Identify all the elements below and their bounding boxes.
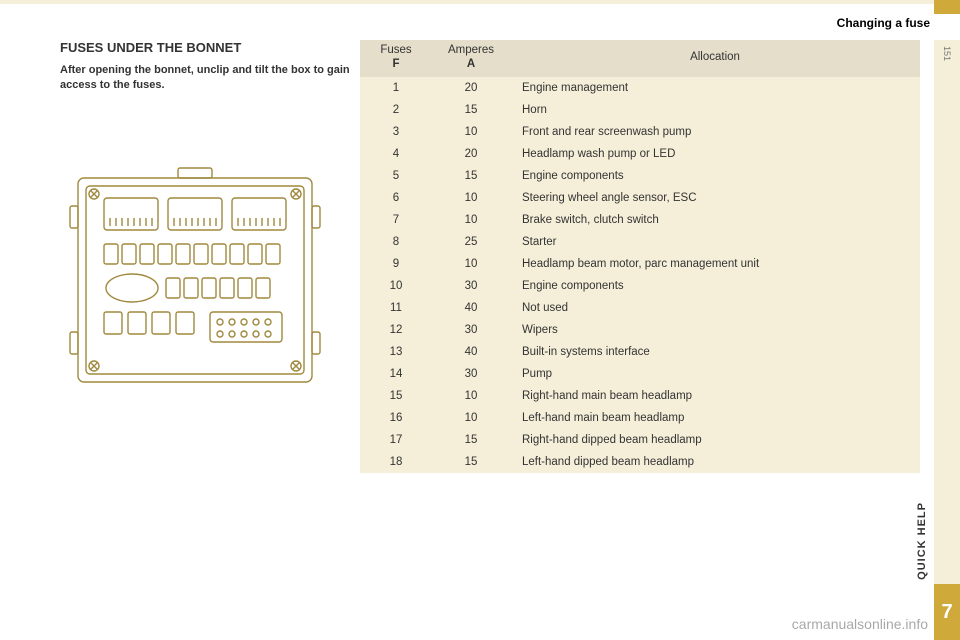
cell-amperes: 15 xyxy=(432,434,510,446)
cell-fuse: 9 xyxy=(360,258,432,270)
cell-fuse: 17 xyxy=(360,434,432,446)
cell-amperes: 15 xyxy=(432,170,510,182)
cell-amperes: 15 xyxy=(432,456,510,468)
table-body: 120Engine management215Horn310Front and … xyxy=(360,77,920,473)
fuse-table: Fuses F Amperes A Allocation 120Engine m… xyxy=(360,40,920,473)
cell-allocation: Horn xyxy=(510,104,920,116)
table-row: 1715Right-hand dipped beam headlamp xyxy=(360,429,920,451)
table-row: 310Front and rear screenwash pump xyxy=(360,121,920,143)
cell-allocation: Right-hand dipped beam headlamp xyxy=(510,434,920,446)
quick-help-label: QUICK HELP xyxy=(916,502,928,580)
header-fuses-sub: F xyxy=(392,58,399,72)
cell-allocation: Headlamp beam motor, parc management uni… xyxy=(510,258,920,270)
table-row: 910Headlamp beam motor, parc management … xyxy=(360,253,920,275)
cell-amperes: 40 xyxy=(432,346,510,358)
table-row: 120Engine management xyxy=(360,77,920,99)
cell-fuse: 16 xyxy=(360,412,432,424)
cell-fuse: 11 xyxy=(360,302,432,314)
cell-fuse: 8 xyxy=(360,236,432,248)
watermark: carmanualsonline.info xyxy=(792,616,928,632)
cell-fuse: 4 xyxy=(360,148,432,160)
cell-allocation: Built-in systems interface xyxy=(510,346,920,358)
header-amps-top: Amperes xyxy=(448,44,494,58)
cell-allocation: Pump xyxy=(510,368,920,380)
section-instruction: After opening the bonnet, unclip and til… xyxy=(60,63,350,94)
table-row: 710Brake switch, clutch switch xyxy=(360,209,920,231)
cell-fuse: 6 xyxy=(360,192,432,204)
cell-fuse: 15 xyxy=(360,390,432,402)
header-fuses: Fuses F xyxy=(360,40,432,76)
header-amperes: Amperes A xyxy=(432,40,510,76)
cell-amperes: 30 xyxy=(432,324,510,336)
table-row: 1610Left-hand main beam headlamp xyxy=(360,407,920,429)
cell-allocation: Engine components xyxy=(510,280,920,292)
table-row: 215Horn xyxy=(360,99,920,121)
table-row: 1030Engine components xyxy=(360,275,920,297)
cell-fuse: 7 xyxy=(360,214,432,226)
cell-allocation: Left-hand dipped beam headlamp xyxy=(510,456,920,468)
table-header: Fuses F Amperes A Allocation xyxy=(360,40,920,77)
cell-fuse: 5 xyxy=(360,170,432,182)
cell-amperes: 40 xyxy=(432,302,510,314)
cell-allocation: Engine components xyxy=(510,170,920,182)
cell-amperes: 20 xyxy=(432,148,510,160)
cell-fuse: 10 xyxy=(360,280,432,292)
table-row: 610Steering wheel angle sensor, ESC xyxy=(360,187,920,209)
cell-allocation: Starter xyxy=(510,236,920,248)
cell-allocation: Brake switch, clutch switch xyxy=(510,214,920,226)
cell-amperes: 30 xyxy=(432,280,510,292)
cell-allocation: Left-hand main beam headlamp xyxy=(510,412,920,424)
header-amps-sub: A xyxy=(467,58,475,72)
cell-fuse: 12 xyxy=(360,324,432,336)
cell-allocation: Headlamp wash pump or LED xyxy=(510,148,920,160)
table-row: 515Engine components xyxy=(360,165,920,187)
corner-tab xyxy=(934,0,960,14)
table-row: 1815Left-hand dipped beam headlamp xyxy=(360,451,920,473)
cell-allocation: Steering wheel angle sensor, ESC xyxy=(510,192,920,204)
table-row: 1140Not used xyxy=(360,297,920,319)
header-alloc-label: Allocation xyxy=(690,51,740,65)
breadcrumb: Changing a fuse xyxy=(837,16,930,30)
cell-fuse: 2 xyxy=(360,104,432,116)
table-row: 1340Built-in systems interface xyxy=(360,341,920,363)
side-tab-light xyxy=(934,40,960,584)
cell-amperes: 15 xyxy=(432,104,510,116)
cell-allocation: Not used xyxy=(510,302,920,314)
cell-allocation: Front and rear screenwash pump xyxy=(510,126,920,138)
cell-fuse: 13 xyxy=(360,346,432,358)
cell-amperes: 30 xyxy=(432,368,510,380)
header-fuses-top: Fuses xyxy=(380,44,411,58)
cell-amperes: 10 xyxy=(432,412,510,424)
table-row: 1430Pump xyxy=(360,363,920,385)
cell-allocation: Engine management xyxy=(510,82,920,94)
chapter-number: 7 xyxy=(941,601,952,624)
cell-fuse: 1 xyxy=(360,82,432,94)
table-row: 1510Right-hand main beam headlamp xyxy=(360,385,920,407)
table-row: 825Starter xyxy=(360,231,920,253)
table-row: 1230Wipers xyxy=(360,319,920,341)
fuse-box-diagram xyxy=(60,160,330,400)
cell-allocation: Right-hand main beam headlamp xyxy=(510,390,920,402)
cell-fuse: 3 xyxy=(360,126,432,138)
cell-fuse: 14 xyxy=(360,368,432,380)
cell-amperes: 25 xyxy=(432,236,510,248)
cell-fuse: 18 xyxy=(360,456,432,468)
header-allocation: Allocation xyxy=(510,40,920,76)
cell-allocation: Wipers xyxy=(510,324,920,336)
top-accent-bar xyxy=(0,0,934,4)
cell-amperes: 10 xyxy=(432,390,510,402)
cell-amperes: 10 xyxy=(432,258,510,270)
cell-amperes: 10 xyxy=(432,214,510,226)
cell-amperes: 10 xyxy=(432,192,510,204)
table-row: 420Headlamp wash pump or LED xyxy=(360,143,920,165)
page-number: 151 xyxy=(942,46,952,61)
cell-amperes: 10 xyxy=(432,126,510,138)
left-column: FUSES UNDER THE BONNET After opening the… xyxy=(60,40,350,94)
cell-amperes: 20 xyxy=(432,82,510,94)
chapter-tab: 7 xyxy=(934,584,960,640)
section-title: FUSES UNDER THE BONNET xyxy=(60,40,350,55)
